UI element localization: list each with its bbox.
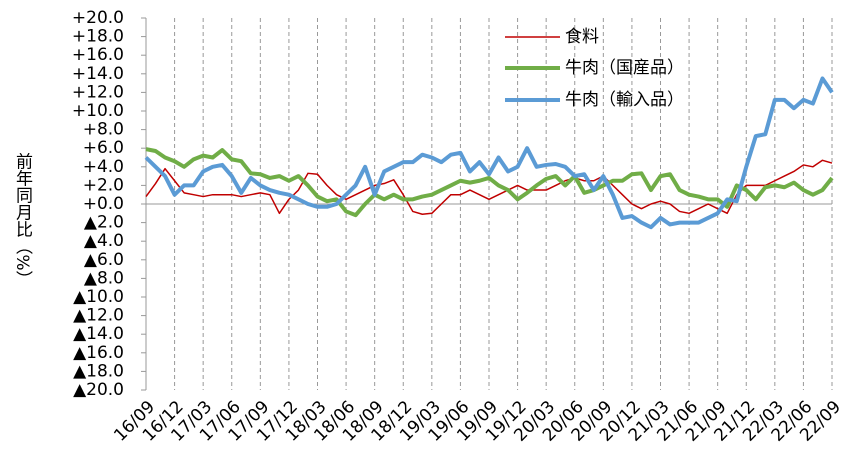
y-tick-label: ▲2.0 [84,213,124,233]
legend-label: 牛肉（輸入品） [565,90,684,110]
y-tick-label: +18.0 [72,27,124,47]
legend-label: 牛肉（国産品） [565,58,684,78]
y-axis-title: 前年同月比（%） [12,152,33,287]
y-tick-label: +0.0 [83,194,124,214]
legend-label: 食料 [565,27,599,47]
series-line [144,76,834,230]
y-tick-label: +16.0 [72,45,124,65]
y-tick-label: +4.0 [83,157,124,177]
y-tick-label: ▲12.0 [73,306,124,326]
y-tick-label: +12.0 [72,82,124,102]
y-tick-label: +20.0 [72,8,124,28]
series-line [145,147,834,218]
y-tick-label: ▲4.0 [84,231,124,251]
y-tick-label: ▲16.0 [73,343,124,363]
y-tick-label: +10.0 [72,101,124,121]
y-tick-label: ▲14.0 [73,324,124,344]
y-tick-label: ▲8.0 [84,268,124,288]
y-tick-label: +8.0 [83,120,124,140]
y-tick-label: ▲20.0 [73,380,124,400]
y-tick-label: +2.0 [83,175,124,195]
y-tick-label: +14.0 [72,64,124,84]
y-tick-label: ▲6.0 [84,250,124,270]
series-line [145,159,833,215]
y-tick-label: +6.0 [83,138,124,158]
y-tick-label: ▲18.0 [73,361,124,381]
y-tick-label: ▲10.0 [73,287,124,307]
